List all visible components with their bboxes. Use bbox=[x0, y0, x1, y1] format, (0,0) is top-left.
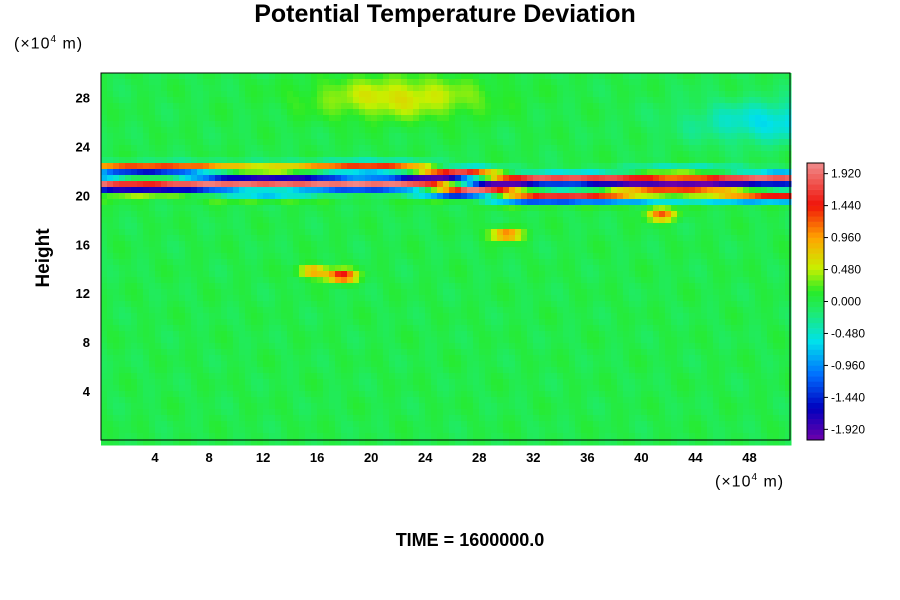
x-tick-label: 44 bbox=[688, 450, 703, 465]
y-tick-label: 12 bbox=[76, 286, 90, 301]
colorbar-segment bbox=[807, 248, 824, 254]
y-unit-exponent: 4 bbox=[50, 34, 58, 45]
colorbar-segment bbox=[807, 178, 824, 185]
colorbar-segment bbox=[807, 429, 824, 435]
colorbar-segment bbox=[807, 418, 824, 425]
colorbar-segment bbox=[807, 312, 824, 318]
colorbar-segment bbox=[807, 317, 824, 324]
colorbar-segment bbox=[807, 322, 824, 329]
colorbar: 1.920 1.440 0.960 0.480 0.000 -0.480 -0.960 -1.… bbox=[806, 162, 865, 441]
colorbar-segment bbox=[807, 258, 824, 265]
y-unit-suffix: m) bbox=[57, 35, 84, 53]
colorbar-segment bbox=[807, 237, 824, 244]
colorbar-segment bbox=[807, 173, 824, 180]
x-unit-suffix: m) bbox=[758, 473, 785, 491]
colorbar-segment bbox=[807, 290, 824, 297]
colorbar-segment bbox=[807, 354, 824, 361]
colorbar-segment bbox=[807, 168, 824, 174]
y-tick-label: 8 bbox=[83, 335, 90, 350]
colorbar-segment bbox=[807, 333, 824, 340]
x-tick-label: 20 bbox=[364, 450, 378, 465]
colorbar-label: 1.920 bbox=[831, 167, 861, 181]
colorbar-segment bbox=[807, 189, 824, 196]
y-tick-label: 24 bbox=[76, 139, 91, 154]
colorbar-segment bbox=[807, 381, 824, 388]
y-tick-label: 4 bbox=[83, 384, 91, 399]
y-tick-label: 16 bbox=[76, 237, 90, 252]
x-tick-label: 28 bbox=[472, 450, 486, 465]
colorbar-segment bbox=[807, 402, 824, 409]
colorbar-segment bbox=[807, 424, 824, 430]
x-axis-unit: (×104 m) bbox=[715, 472, 784, 491]
x-unit-exponent: 4 bbox=[751, 472, 759, 483]
plot-area bbox=[101, 73, 792, 446]
y-unit-prefix: (×10 bbox=[14, 35, 51, 53]
colorbar-label: -1.920 bbox=[831, 422, 865, 436]
colorbar-segment bbox=[807, 232, 824, 238]
colorbar-segment bbox=[807, 296, 824, 302]
x-tick-label: 36 bbox=[580, 450, 594, 465]
colorbar-segment bbox=[807, 184, 824, 190]
colorbar-segment bbox=[807, 306, 824, 313]
colorbar-segment bbox=[807, 365, 824, 372]
colorbar-segment bbox=[807, 392, 824, 398]
x-unit-prefix: (×10 bbox=[715, 473, 752, 491]
x-tick-label: 40 bbox=[634, 450, 648, 465]
colorbar-segment bbox=[807, 280, 824, 286]
colorbar-segment bbox=[807, 253, 824, 260]
colorbar-segment bbox=[807, 301, 824, 308]
x-tick-label: 32 bbox=[526, 450, 540, 465]
colorbar-segment bbox=[807, 434, 824, 441]
colorbar-segment bbox=[807, 376, 824, 382]
x-tick-label: 4 bbox=[151, 450, 159, 465]
time-label: TIME = 1600000.0 bbox=[395, 530, 545, 550]
colorbar-label: 0.480 bbox=[831, 263, 861, 277]
colorbar-label: 0.960 bbox=[831, 231, 861, 245]
colorbar-segment bbox=[807, 413, 824, 419]
colorbar-segment bbox=[807, 210, 824, 217]
colorbar-label: 0.000 bbox=[831, 295, 861, 309]
x-tick-label: 24 bbox=[418, 450, 433, 465]
colorbar-segment bbox=[807, 205, 824, 212]
colorbar-segment bbox=[807, 349, 824, 356]
colorbar-segment bbox=[807, 226, 824, 233]
colorbar-segment bbox=[807, 328, 824, 334]
colorbar-label: -0.480 bbox=[831, 326, 865, 340]
colorbar-segment bbox=[807, 285, 824, 292]
colorbar-label: 1.440 bbox=[831, 199, 861, 213]
colorbar-segment bbox=[807, 200, 824, 206]
colorbar-segment bbox=[807, 408, 824, 414]
colorbar-segment bbox=[807, 269, 824, 276]
colorbar-segment bbox=[807, 344, 824, 350]
colorbar-segment bbox=[807, 221, 824, 228]
x-tick-label: 12 bbox=[256, 450, 270, 465]
colorbar-segment bbox=[807, 386, 824, 393]
y-tick-label: 28 bbox=[76, 90, 90, 105]
colorbar-segment bbox=[807, 194, 824, 201]
colorbar-segment bbox=[807, 216, 824, 222]
y-tick-label: 20 bbox=[76, 188, 90, 203]
colorbar-segment bbox=[807, 360, 824, 366]
x-tick-label: 16 bbox=[310, 450, 324, 465]
colorbar-segment bbox=[807, 242, 824, 249]
x-tick-label: 48 bbox=[742, 450, 756, 465]
x-tick-label: 8 bbox=[205, 450, 212, 465]
colorbar-label: -1.440 bbox=[831, 390, 865, 404]
colorbar-segment bbox=[807, 397, 824, 404]
chart-title: Potential Temperature Deviation bbox=[254, 0, 636, 28]
colorbar-segment bbox=[807, 274, 824, 281]
colorbar-segment bbox=[807, 163, 824, 169]
colorbar-segment bbox=[807, 370, 824, 377]
colorbar-label: -0.960 bbox=[831, 358, 865, 372]
colorbar-segment bbox=[807, 264, 824, 270]
y-axis-unit: (×104 m) bbox=[14, 34, 83, 53]
colorbar-segment bbox=[807, 338, 824, 345]
